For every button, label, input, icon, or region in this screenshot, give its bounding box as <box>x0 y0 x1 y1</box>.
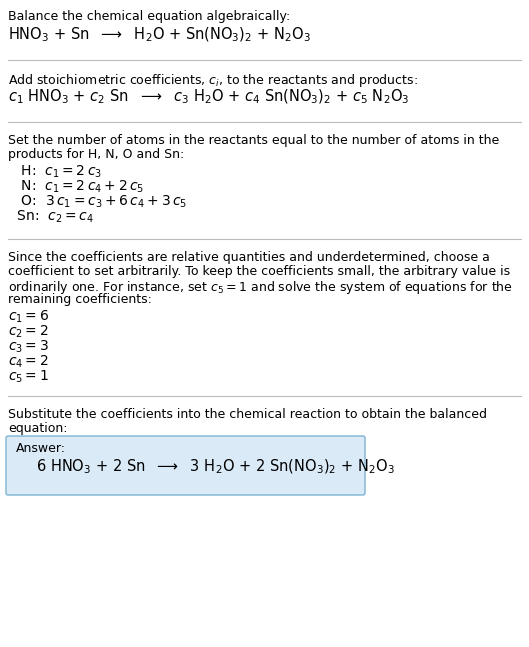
Text: H:  $c_1 = 2\,c_3$: H: $c_1 = 2\,c_3$ <box>12 164 102 181</box>
Text: $\mathregular{HNO_3}$ + Sn  $\longrightarrow$  $\mathregular{H_2O}$ + $\mathregu: $\mathregular{HNO_3}$ + Sn $\longrightar… <box>8 26 311 45</box>
Text: Balance the chemical equation algebraically:: Balance the chemical equation algebraica… <box>8 10 290 23</box>
Text: Substitute the coefficients into the chemical reaction to obtain the balanced: Substitute the coefficients into the che… <box>8 408 487 421</box>
Text: O:  $3\,c_1 = c_3 + 6\,c_4 + 3\,c_5$: O: $3\,c_1 = c_3 + 6\,c_4 + 3\,c_5$ <box>12 194 187 210</box>
Text: N:  $c_1 = 2\,c_4 + 2\,c_5$: N: $c_1 = 2\,c_4 + 2\,c_5$ <box>12 179 144 195</box>
Text: Since the coefficients are relative quantities and underdetermined, choose a: Since the coefficients are relative quan… <box>8 251 490 264</box>
Text: equation:: equation: <box>8 422 68 435</box>
Text: ordinarily one. For instance, set $c_5 = 1$ and solve the system of equations fo: ordinarily one. For instance, set $c_5 =… <box>8 279 513 296</box>
Text: $c_2 = 2$: $c_2 = 2$ <box>8 324 49 340</box>
Text: $c_3 = 3$: $c_3 = 3$ <box>8 339 49 355</box>
Text: Answer:: Answer: <box>16 442 66 455</box>
Text: $c_5 = 1$: $c_5 = 1$ <box>8 369 49 386</box>
Text: $c_1\ \mathregular{HNO_3}$ + $c_2$ Sn  $\longrightarrow$  $c_3\ \mathregular{H_2: $c_1\ \mathregular{HNO_3}$ + $c_2$ Sn $\… <box>8 88 409 106</box>
Text: Add stoichiometric coefficients, $c_i$, to the reactants and products:: Add stoichiometric coefficients, $c_i$, … <box>8 72 418 89</box>
FancyBboxPatch shape <box>6 436 365 495</box>
Text: coefficient to set arbitrarily. To keep the coefficients small, the arbitrary va: coefficient to set arbitrarily. To keep … <box>8 265 510 278</box>
Text: $c_1 = 6$: $c_1 = 6$ <box>8 309 49 325</box>
Text: Sn:  $c_2 = c_4$: Sn: $c_2 = c_4$ <box>12 209 94 225</box>
Text: $c_4 = 2$: $c_4 = 2$ <box>8 354 49 370</box>
Text: Set the number of atoms in the reactants equal to the number of atoms in the: Set the number of atoms in the reactants… <box>8 134 499 147</box>
Text: $6\ \mathregular{HNO_3}$ + $2$ Sn  $\longrightarrow$  $3\ \mathregular{H_2O}$ + : $6\ \mathregular{HNO_3}$ + $2$ Sn $\long… <box>36 458 395 476</box>
Text: remaining coefficients:: remaining coefficients: <box>8 293 152 306</box>
Text: products for H, N, O and Sn:: products for H, N, O and Sn: <box>8 148 184 161</box>
